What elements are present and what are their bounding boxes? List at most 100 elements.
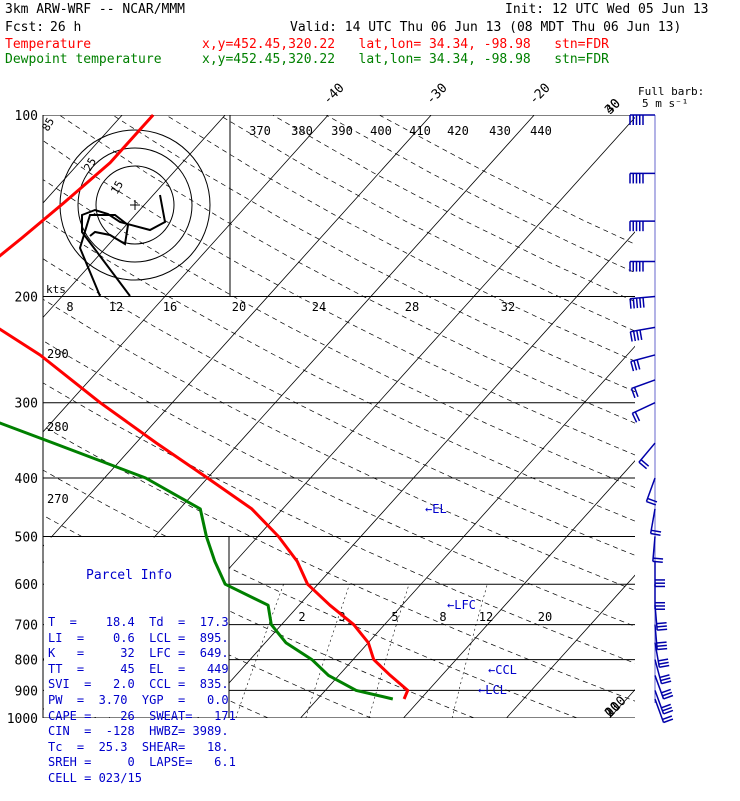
mixing-ratio-label: 5 [391,610,398,624]
wind-barb-feather [657,623,667,624]
wind-barb-feather [637,298,638,308]
level-marker-label: ←LFC [447,598,476,612]
temperature-tick-label: -20 [526,81,553,108]
parcel-info-title: Parcel Info [48,568,236,583]
wind-barb-feather [664,696,673,699]
parcel-info-row: SREH = 0 LAPSE= 6.1 [48,755,236,771]
hodograph-center-mark [130,200,140,210]
potential-temp-label: 380 [291,124,313,138]
potential-temp-label: 410 [409,124,431,138]
temperature-tick-label: 40 [602,96,624,118]
theta-e-label: 280 [47,420,69,434]
parcel-info-row: SVI = 2.0 CCL = 835. [48,677,236,693]
hodo-speed-label: 20 [232,300,246,314]
wind-barb-feather [657,645,667,646]
hodo-speed-label: 16 [163,300,177,314]
pressure-tick-label: 200 [15,291,38,306]
dry-adiabat [326,115,740,718]
mixing-ratio-label: 12 [479,610,493,624]
wind-barb-feather [664,710,673,713]
wind-barb-feather [651,530,661,532]
pressure-tick-label: 800 [15,654,38,669]
parcel-info-row: TT = 45 EL = 449 [48,662,236,678]
isotherm-line [301,115,740,718]
parcel-info-row: K = 32 LFC = 649. [48,646,236,662]
wind-barb-feather [635,387,638,396]
pressure-tick-label: 300 [15,397,38,412]
parcel-info-row: PW = 3.70 YGP = 0.0 [48,693,236,709]
wind-barb-feather [637,331,639,341]
wind-barb-staff [630,327,655,331]
temperature-tick-label: -40 [320,81,347,108]
potential-temp-label: 390 [331,124,353,138]
theta-e-label: 270 [47,492,69,506]
isotherm-line [610,115,740,718]
wind-barb-feather [662,707,671,710]
pressure-tick-label: 1000 [7,712,38,727]
wind-barb-feather [662,692,671,695]
wind-barb-feather [657,649,667,650]
hodo-speed-label: 32 [501,300,515,314]
hodograph-ring-label: 25 [81,156,99,174]
parcel-info-row: CAPE = 26 SWEAT= 171 [48,709,236,725]
wind-barb-feather [631,361,634,371]
wind-barb-feather [653,558,663,559]
level-marker-label: ←LCL [478,683,507,697]
wind-barb-feather [661,704,670,707]
wind-barb-feather [657,642,667,643]
theta-e-label: 290 [47,347,69,361]
hodo-speed-label: 12 [109,300,123,314]
wind-barb-feather [632,388,635,397]
mixing-ratio-label: 2 [298,610,305,624]
parcel-info-row: Tc = 25.3 SHEAR= 18. [48,740,236,756]
potential-temp-label: 430 [489,124,511,138]
parcel-info-row: CELL = 023/15 [48,771,236,787]
pressure-tick-label: 100 [15,109,38,124]
parcel-info-row: T = 18.4 Td = 17.3 [48,615,236,631]
temperature-tick-label: -30 [423,81,450,108]
wind-barb-feather [630,299,631,309]
wind-barb-feather [661,678,671,681]
wind-barb-feather [633,298,634,308]
parcel-info-row: LI = 0.6 LCL = 895. [48,631,236,647]
wind-barb-feather [661,689,670,692]
wind-barb-feather [648,498,657,501]
dry-adiabat [379,115,740,718]
wind-barb-feather [657,626,667,627]
wind-barb-staff [639,443,655,462]
wind-barb-feather [646,502,655,505]
mixing-ratio-label: 8 [439,610,446,624]
wind-barb-staff [632,380,655,389]
wind-barb-feather [634,361,637,371]
wind-barb-feather [643,298,644,308]
wind-barb-feather [634,331,636,341]
hodograph-corner-label: 85 [39,116,57,134]
pressure-tick-label: 600 [15,578,38,593]
dry-adiabat [273,115,740,718]
pressure-tick-label: 700 [15,619,38,634]
mixing-ratio-label: 20 [538,610,552,624]
potential-temp-label: 370 [249,124,271,138]
hodograph-ring-label: 15 [108,179,126,197]
pressure-tick-label: 400 [15,472,38,487]
potential-temp-label: 400 [370,124,392,138]
level-marker-label: ←EL [425,502,447,516]
potential-temp-label: 440 [530,124,552,138]
hodograph-axis-label: kts [46,283,66,296]
wind-barb-feather [662,716,671,719]
wind-barb-feather [664,719,673,722]
dry-adiabat [219,115,740,718]
wind-barb-feather [658,659,668,661]
pressure-tick-label: 900 [15,684,38,699]
wind-barb-feather [660,675,670,678]
isotherm-line [507,115,740,718]
hodo-speed-label: 28 [405,300,419,314]
parcel-info-row: CIN = -128 HWBZ= 3989. [48,724,236,740]
potential-temp-label: 420 [447,124,469,138]
hodo-speed-label: 8 [66,300,73,314]
isotherm-line [713,115,740,718]
wind-barb-feather [651,534,661,536]
wind-barb-feather [659,662,669,664]
wind-barb-feather [630,332,632,342]
